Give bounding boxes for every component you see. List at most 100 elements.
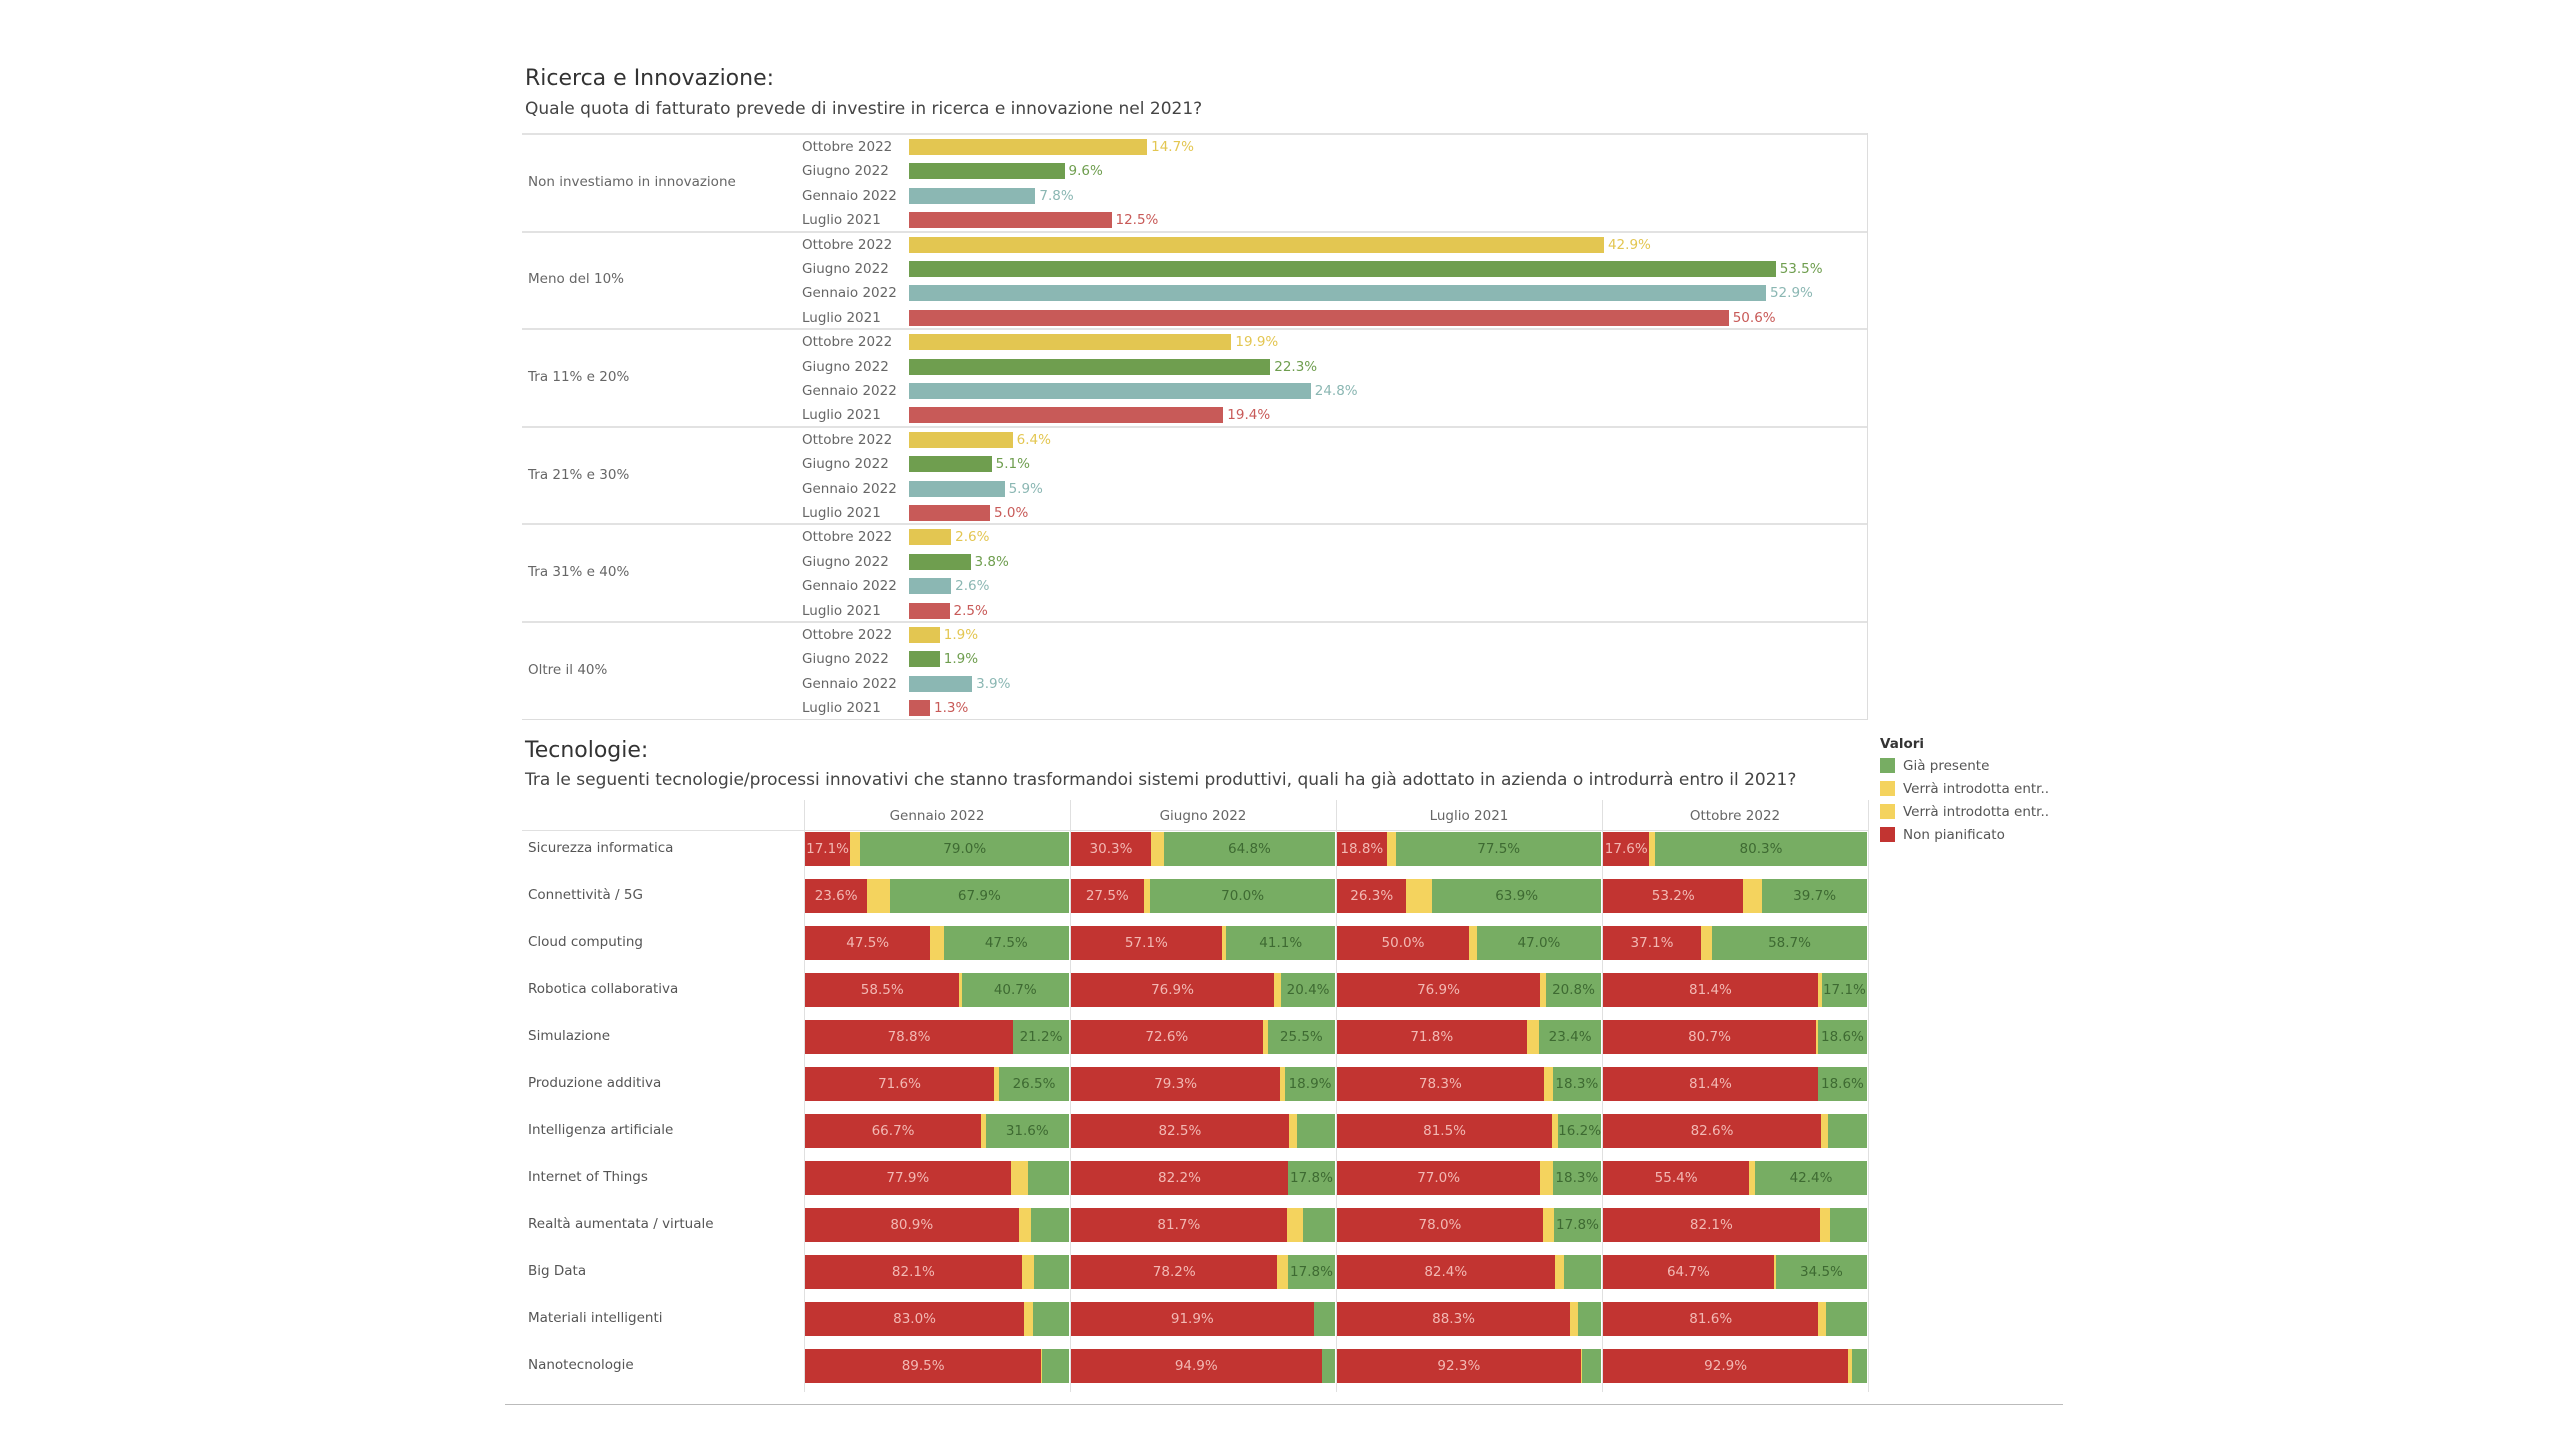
- segment-gia-presente: [1296, 1114, 1335, 1148]
- bar: [909, 139, 1148, 155]
- segment-gia-presente: 70.0%: [1150, 879, 1335, 913]
- segment-verra-introdotta: [1280, 1067, 1286, 1101]
- row-label: Intelligenza artificiale: [528, 1122, 674, 1138]
- segment-non-pianificato: 37.1%: [1603, 926, 1701, 960]
- segment-gia-presente: [1027, 1161, 1069, 1195]
- legend-swatch: [1880, 804, 1895, 819]
- segment-gia-presente: [1563, 1255, 1601, 1289]
- bar: [909, 456, 992, 473]
- period-label: Gennaio 2022: [802, 480, 897, 497]
- period-label: Luglio 2021: [802, 504, 881, 521]
- value-label: 7.8%: [1039, 187, 1074, 204]
- segment-verra-introdotta: [1554, 1255, 1564, 1289]
- segment-gia-presente: [1830, 1208, 1867, 1242]
- value-label: 24.8%: [1314, 382, 1358, 399]
- segment-verra-introdotta: [1262, 1020, 1268, 1054]
- segment-gia-presente: [1578, 1302, 1601, 1336]
- segment-non-pianificato: 80.7%: [1603, 1020, 1817, 1054]
- segment-non-pianificato: 79.3%: [1071, 1067, 1281, 1101]
- column-header: Luglio 2021: [1429, 808, 1509, 824]
- category-group: Non investiamo in innovazione Ottobre 202…: [522, 133, 1867, 233]
- segment-non-pianificato: 71.8%: [1337, 1020, 1527, 1054]
- value-label: 52.9%: [1769, 285, 1813, 302]
- segment-verra-introdotta: [1041, 1349, 1043, 1383]
- segment-non-pianificato: 76.9%: [1337, 973, 1541, 1007]
- value-label: 53.5%: [1779, 260, 1823, 277]
- category-label: Tra 11% e 20%: [528, 368, 630, 385]
- category-label: Tra 31% e 40%: [528, 564, 630, 581]
- segment-verra-introdotta: [1552, 1114, 1559, 1148]
- segment-gia-presente: 17.8%: [1288, 1255, 1335, 1289]
- segment-gia-presente: 21.2%: [1013, 1020, 1069, 1054]
- segment-non-pianificato: 47.5%: [805, 926, 931, 960]
- segment-non-pianificato: 26.3%: [1337, 879, 1407, 913]
- period-label: Gennaio 2022: [802, 578, 897, 595]
- bar: [909, 602, 950, 619]
- segment-verra-introdotta: [959, 973, 962, 1007]
- value-label: 1.9%: [943, 651, 979, 668]
- segment-verra-introdotta: [994, 1067, 1000, 1101]
- period-label: Gennaio 2022: [802, 187, 897, 204]
- segment-gia-presente: 67.9%: [889, 879, 1069, 913]
- segment-gia-presente: 47.0%: [1476, 926, 1601, 960]
- period-label: Luglio 2021: [802, 700, 881, 717]
- segment-non-pianificato: 30.3%: [1071, 832, 1151, 866]
- segment-gia-presente: 17.8%: [1554, 1208, 1601, 1242]
- row-label: Internet of Things: [528, 1169, 648, 1185]
- segment-verra-introdotta: [930, 926, 944, 960]
- period-label: Luglio 2021: [802, 602, 881, 619]
- legend-label: Non pianificato: [1903, 826, 2005, 843]
- legend-title: Valori: [1880, 736, 1925, 752]
- bar: [909, 675, 973, 692]
- legend-label: Verrà introdotta entr..: [1903, 780, 2050, 797]
- bar: [909, 358, 1271, 375]
- segment-non-pianificato: 94.9%: [1071, 1349, 1322, 1383]
- segment-verra-introdotta: [1386, 832, 1397, 866]
- segment-verra-introdotta: [1773, 1255, 1776, 1289]
- period-label: Giugno 2022: [802, 163, 889, 180]
- legend-swatch: [1880, 827, 1895, 842]
- rd-title: Ricerca e Innovazione:: [525, 66, 775, 91]
- segment-verra-introdotta: [1150, 832, 1164, 866]
- segment-verra-introdotta: [1286, 1208, 1303, 1242]
- bar: [909, 212, 1112, 229]
- row-label: Realtà aumentata / virtuale: [528, 1216, 714, 1232]
- segment-non-pianificato: 82.2%: [1071, 1161, 1288, 1195]
- category-label: Tra 21% e 30%: [528, 466, 630, 483]
- legend-item: Già presente: [1880, 754, 2049, 777]
- segment-gia-presente: 63.9%: [1432, 879, 1601, 913]
- legend-swatch: [1880, 758, 1895, 773]
- column-header: Giugno 2022: [1159, 808, 1247, 824]
- period-label: Giugno 2022: [802, 553, 889, 570]
- segment-gia-presente: 18.3%: [1552, 1067, 1601, 1101]
- column-divider: [1868, 800, 1869, 1392]
- row-label: Produzione additiva: [528, 1075, 662, 1091]
- segment-verra-introdotta: [1817, 973, 1822, 1007]
- segment-verra-introdotta: [1288, 1114, 1297, 1148]
- segment-gia-presente: [1826, 1302, 1867, 1336]
- period-label: Giugno 2022: [802, 456, 889, 473]
- segment-verra-introdotta: [1313, 1302, 1315, 1336]
- period-label: Ottobre 2022: [802, 139, 893, 155]
- value-label: 5.1%: [995, 456, 1030, 473]
- category-group: Tra 11% e 20% Ottobre 2022 19.9% Giugno 202…: [522, 328, 1867, 428]
- period-label: Gennaio 2022: [802, 382, 897, 399]
- segment-non-pianificato: 77.0%: [1337, 1161, 1541, 1195]
- segment-verra-introdotta: [1749, 1161, 1756, 1195]
- segment-gia-presente: 31.6%: [985, 1114, 1069, 1148]
- period-label: Ottobre 2022: [802, 431, 893, 448]
- segment-non-pianificato: 89.5%: [805, 1349, 1042, 1383]
- bar: [909, 578, 952, 595]
- segment-non-pianificato: 80.9%: [805, 1208, 1019, 1242]
- row-label: Robotica collaborativa: [528, 981, 679, 997]
- period-label: Ottobre 2022: [802, 529, 893, 546]
- bottom-divider: [505, 1404, 2063, 1405]
- value-label: 2.6%: [955, 529, 990, 546]
- segment-non-pianificato: 27.5%: [1071, 879, 1144, 913]
- segment-gia-presente: 25.5%: [1267, 1020, 1335, 1054]
- period-label: Ottobre 2022: [802, 627, 893, 643]
- segment-non-pianificato: 92.3%: [1337, 1349, 1581, 1383]
- segment-non-pianificato: 53.2%: [1603, 879, 1744, 913]
- segment-gia-presente: 17.8%: [1288, 1161, 1335, 1195]
- segment-non-pianificato: 17.6%: [1603, 832, 1650, 866]
